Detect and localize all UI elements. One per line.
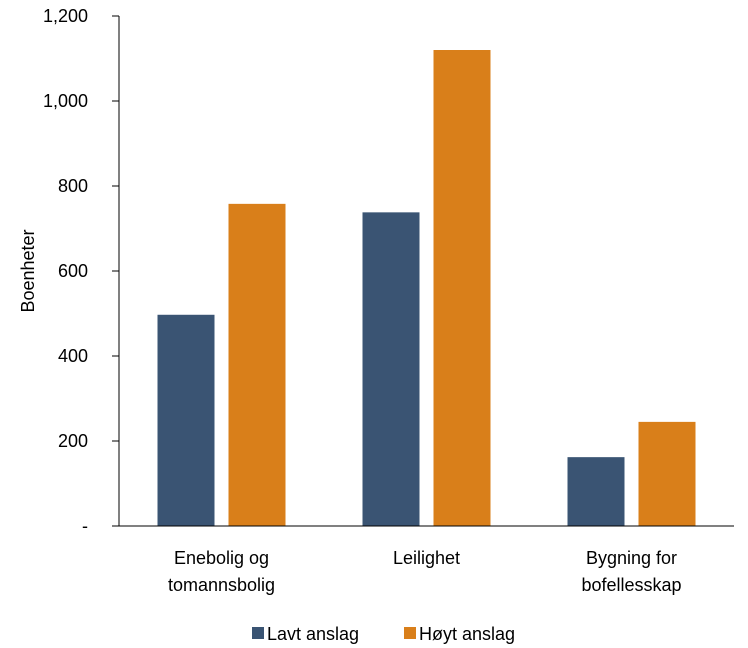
bar-høyt-anslag-1 [433, 50, 491, 526]
y-tick-label: 400 [58, 346, 88, 366]
y-axis-title-group: Boenheter [18, 229, 38, 312]
bar-lavt-anslag-0 [157, 314, 215, 526]
legend-swatch [252, 627, 264, 639]
x-axis-labels: Enebolig og tomannsbolig Leilighet Bygning … [168, 548, 682, 595]
bar-høyt-anslag-2 [638, 421, 696, 526]
bars [157, 50, 696, 526]
y-axis-title: Boenheter [18, 229, 38, 312]
x-category-label: Bygning for [586, 548, 677, 568]
x-category-label: tomannsbolig [168, 575, 275, 595]
legend-label: Høyt anslag [419, 624, 515, 644]
y-axis-ticks: - 200 400 600 800 1,000 1,200 [43, 6, 119, 536]
x-category-label: Enebolig og [174, 548, 269, 568]
bar-lavt-anslag-2 [567, 457, 625, 526]
legend: Lavt anslag Høyt anslag [252, 624, 515, 644]
y-tick-label: 600 [58, 261, 88, 281]
bar-lavt-anslag-1 [362, 212, 420, 526]
x-category-label: Leilighet [393, 548, 460, 568]
bar-høyt-anslag-0 [228, 203, 286, 526]
y-tick-label: 1,000 [43, 91, 88, 111]
y-tick-label: 1,200 [43, 6, 88, 26]
y-tick-label: 800 [58, 176, 88, 196]
legend-label: Lavt anslag [267, 624, 359, 644]
y-tick-label: 200 [58, 431, 88, 451]
x-category-label: bofellesskap [581, 575, 681, 595]
legend-swatch [404, 627, 416, 639]
y-tick-label: - [82, 516, 88, 536]
